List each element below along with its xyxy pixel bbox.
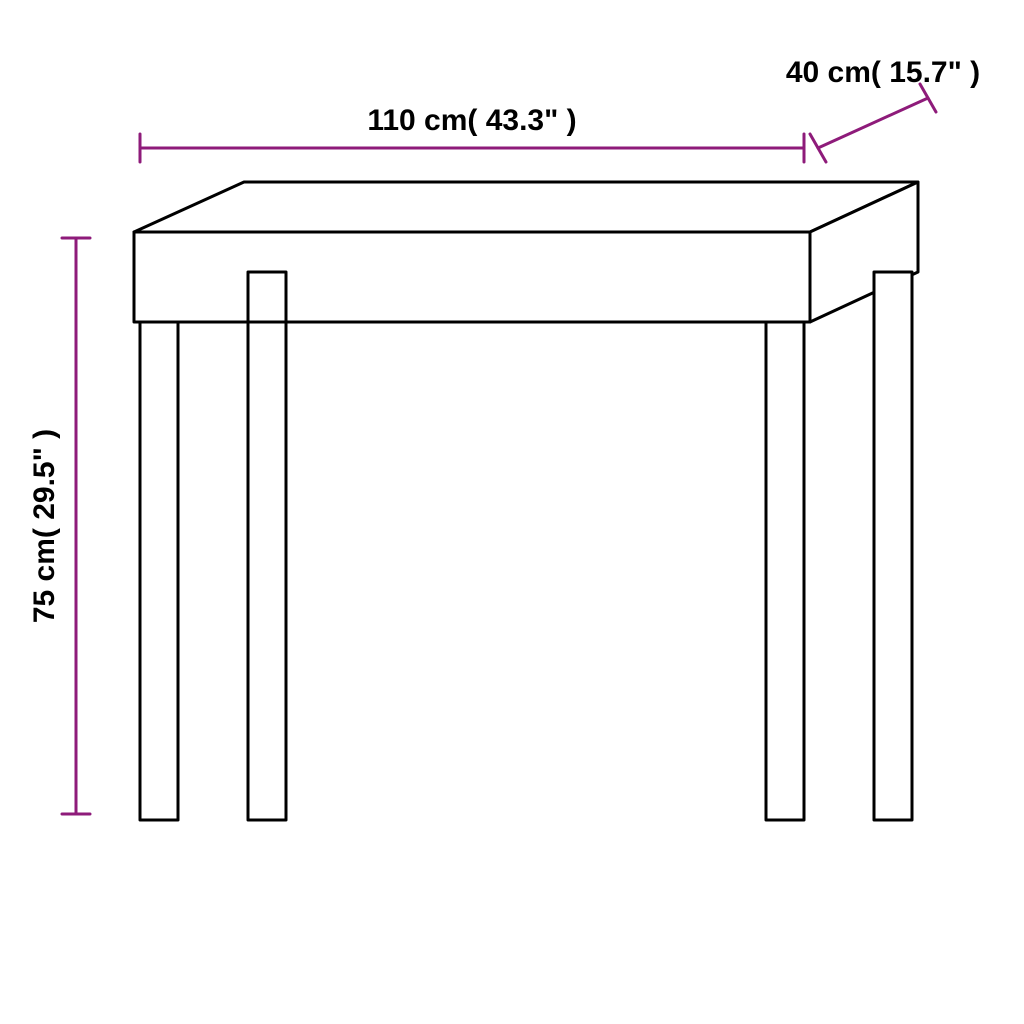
dim-depth-line <box>818 98 928 148</box>
dim-depth-label: 40 cm( 15.7" ) <box>786 56 980 89</box>
dim-width-label: 110 cm( 43.3" ) <box>367 104 576 137</box>
dim-depth-tick-1 <box>810 134 826 162</box>
leg-back-right <box>874 272 912 820</box>
leg-front-left <box>140 322 178 820</box>
apron-front <box>134 232 810 322</box>
tabletop <box>134 182 918 232</box>
dim-height-label: 75 cm( 29.5" ) <box>28 429 61 623</box>
leg-front-right <box>766 322 804 820</box>
table-drawing <box>134 182 918 820</box>
leg-back-left <box>248 272 286 820</box>
